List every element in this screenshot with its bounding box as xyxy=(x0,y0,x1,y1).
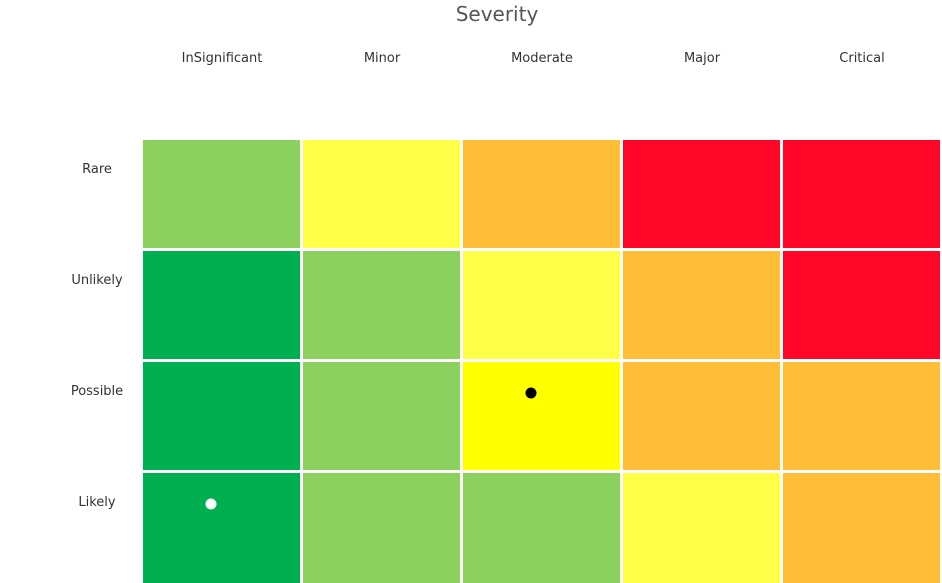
risk-marker-dot xyxy=(525,387,537,399)
column-label: Critical xyxy=(839,51,885,66)
matrix-cell xyxy=(463,473,620,583)
matrix-cell xyxy=(143,473,300,583)
matrix-cell xyxy=(623,473,780,583)
matrix-cell xyxy=(303,362,460,470)
matrix-cell xyxy=(783,251,940,359)
risk-marker-dot xyxy=(205,498,217,510)
matrix-cell xyxy=(143,362,300,470)
matrix-cell xyxy=(143,140,300,248)
matrix-cell xyxy=(463,251,620,359)
matrix-cell xyxy=(623,140,780,248)
matrix-cell xyxy=(303,140,460,248)
matrix-cell xyxy=(143,251,300,359)
matrix-cell xyxy=(783,140,940,248)
column-label: Minor xyxy=(363,51,401,66)
matrix-cell xyxy=(303,251,460,359)
row-label: Unlikely xyxy=(71,273,123,288)
matrix-cell xyxy=(783,473,940,583)
matrix-cell xyxy=(623,362,780,470)
column-label: Moderate xyxy=(511,51,573,66)
matrix-cell xyxy=(463,140,620,248)
row-label: Likely xyxy=(78,495,116,510)
column-label: Major xyxy=(683,51,721,66)
matrix-cell xyxy=(303,473,460,583)
column-label: InSignificant xyxy=(181,51,263,66)
matrix-cell xyxy=(623,251,780,359)
row-label: Rare xyxy=(82,162,112,177)
matrix-cell xyxy=(783,362,940,470)
severity-title: Severity xyxy=(455,2,539,26)
matrix-cell xyxy=(463,362,620,470)
row-label: Possible xyxy=(70,384,124,399)
